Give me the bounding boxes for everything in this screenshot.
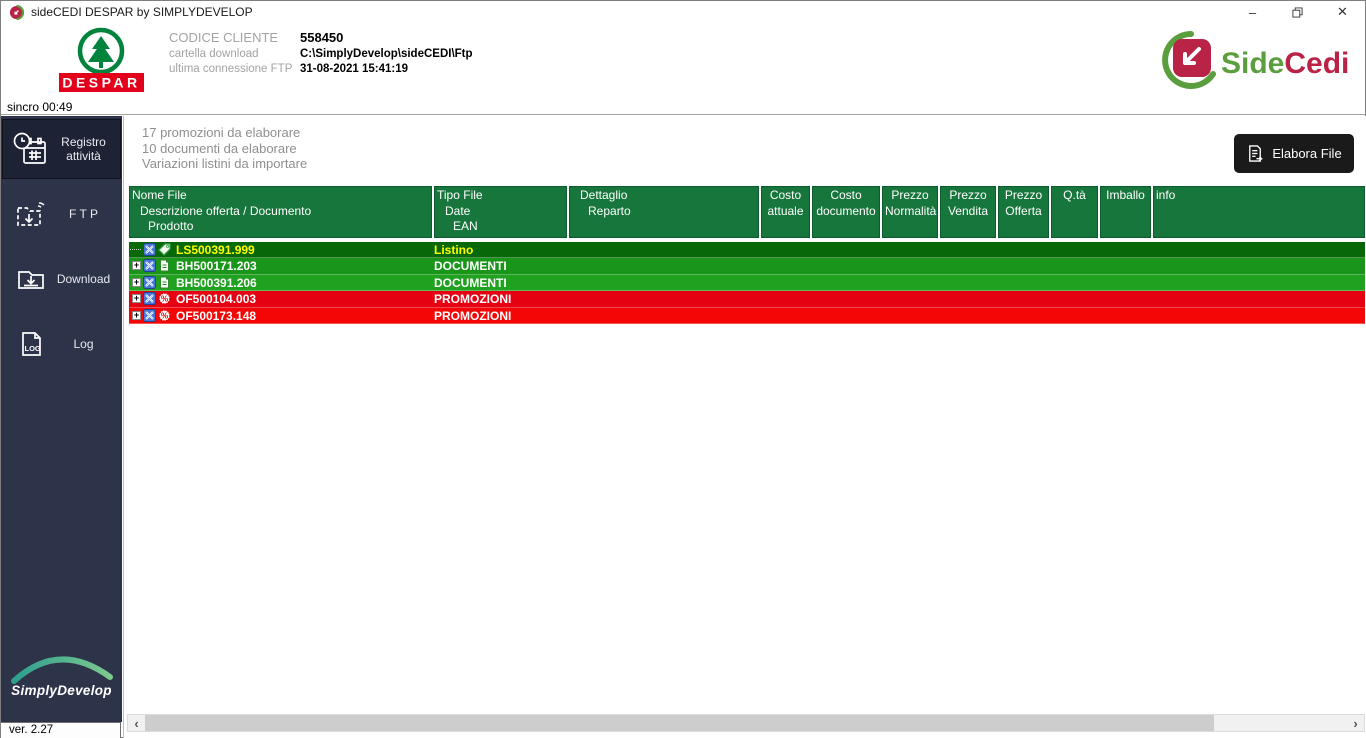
expand-icon[interactable]: + — [132, 309, 141, 320]
despar-logo: DESPAR — [59, 27, 144, 92]
table-header-row: Nome File Descrizione offerta / Documento… — [129, 186, 1365, 238]
scroll-right-icon[interactable]: › — [1353, 715, 1358, 731]
column-header-costo-attuale[interactable]: Costo attuale — [761, 186, 810, 238]
sidebar-item-download[interactable]: Download — [3, 250, 120, 308]
svg-text:%: % — [161, 311, 168, 320]
sidebar-item-label: Log — [73, 337, 94, 351]
status-line-documenti: 10 documenti da elaborare — [142, 140, 297, 156]
sidecedi-logo: SideCedi — [1162, 31, 1349, 89]
cartella-download-label: cartella download — [169, 48, 259, 60]
file-name[interactable]: OF500173.148 — [176, 308, 257, 323]
simplydevelop-text: SimplyDevelop — [11, 683, 112, 698]
x-mark-icon[interactable] — [143, 308, 156, 325]
client-info-block: CODICE CLIENTE 558450 cartella download … — [169, 30, 473, 78]
sidebar: Registro attività F T P Download LOG Log — [1, 116, 122, 722]
sincro-timer: sincro 00:49 — [7, 100, 73, 114]
column-header-nome-file-descrizione-offerta-documento-prodotto[interactable]: Nome File Descrizione offerta / Documento… — [129, 186, 432, 238]
version-label: ver. 2.27 — [1, 722, 121, 738]
app-icon — [9, 4, 24, 20]
despar-wordmark: DESPAR — [62, 75, 140, 91]
elabora-file-label: Elabora File — [1272, 146, 1342, 161]
sidebar-item-log[interactable]: LOG Log — [3, 315, 120, 373]
file-type: DOCUMENTI — [434, 259, 507, 274]
expand-icon[interactable]: + — [132, 260, 141, 271]
window-controls: – ✕ — [1230, 1, 1365, 23]
column-header-imballo[interactable]: Imballo — [1100, 186, 1151, 238]
sidebar-item-label: Download — [56, 272, 111, 286]
registry-activity-icon — [13, 132, 46, 164]
elabora-file-button[interactable]: Elabora File — [1234, 134, 1354, 173]
table-row[interactable]: + BH500391.206 DOCUMENTI — [129, 274, 1365, 292]
sidebar-item-registro-attivita[interactable]: Registro attività — [3, 120, 120, 178]
x-mark-icon[interactable] — [143, 275, 156, 292]
codice-cliente-value: 558450 — [300, 30, 344, 45]
ultima-connessione-label: ultima connessione FTP — [169, 63, 293, 75]
horizontal-scrollbar[interactable]: ‹ › — [127, 714, 1365, 732]
log-file-icon: LOG — [22, 332, 41, 356]
expand-icon[interactable]: + — [132, 276, 141, 287]
percent-badge-icon: % — [158, 309, 171, 325]
file-type: Listino — [434, 243, 474, 257]
sidecedi-side-text: Side — [1221, 47, 1284, 80]
file-type: DOCUMENTI — [434, 275, 507, 290]
file-type: PROMOZIONI — [434, 292, 512, 307]
expand-icon[interactable]: + — [132, 293, 141, 304]
status-lines: 17 promozioni da elaborare 10 documenti … — [142, 125, 307, 172]
file-name[interactable]: OF500104.003 — [176, 292, 257, 307]
column-header-prezzo-vendita[interactable]: Prezzo Vendita — [940, 186, 996, 238]
table-row[interactable]: +% OF500104.003 PROMOZIONI — [129, 291, 1365, 308]
document-icon — [158, 259, 171, 275]
x-mark-icon[interactable] — [143, 292, 156, 308]
main-panel: 17 promozioni da elaborare 10 documenti … — [123, 116, 1366, 738]
column-header-costo-documento[interactable]: Costo documento — [812, 186, 880, 238]
tree-connector — [130, 249, 141, 250]
download-folder-icon — [18, 271, 44, 289]
price-tag-icon — [158, 243, 171, 259]
table-body: LS500391.999 Listino + BH500171.203 DOCUMENT… — [129, 242, 1365, 324]
svg-text:LOG: LOG — [25, 344, 41, 353]
column-header-prezzo-offerta[interactable]: Prezzo Offerta — [998, 186, 1049, 238]
document-icon — [158, 276, 171, 292]
codice-cliente-label: CODICE CLIENTE — [169, 30, 279, 45]
status-line-variazioni: Variazioni listini da importare — [142, 156, 308, 171]
window-title: sideCEDI DESPAR by SIMPLYDEVELOP — [31, 5, 253, 19]
file-name[interactable]: BH500171.203 — [176, 259, 257, 274]
close-icon[interactable]: ✕ — [1337, 4, 1348, 19]
simplydevelop-logo: SimplyDevelop — [5, 648, 118, 698]
table-row[interactable]: LS500391.999 Listino — [129, 242, 1365, 259]
title-bar: sideCEDI DESPAR by SIMPLYDEVELOP – ✕ — [1, 1, 1365, 23]
percent-badge-icon: % — [158, 292, 171, 308]
status-line-promozioni: 17 promozioni da elaborare — [142, 125, 301, 140]
sidebar-item-label: Registro attività — [61, 135, 106, 163]
x-mark-icon[interactable] — [143, 259, 156, 275]
ftp-folder-icon — [17, 202, 45, 226]
header-divider — [1, 114, 1365, 115]
file-name[interactable]: BH500391.206 — [176, 275, 257, 290]
files-table: Nome File Descrizione offerta / Documento… — [129, 186, 1365, 324]
scrollbar-thumb[interactable] — [145, 715, 1214, 731]
file-type: PROMOZIONI — [434, 308, 512, 323]
svg-text:%: % — [161, 295, 168, 304]
column-header-info[interactable]: info — [1153, 186, 1365, 238]
process-file-icon — [1249, 145, 1264, 162]
minimize-icon[interactable]: – — [1248, 4, 1257, 20]
sidebar-item-label: F T P — [69, 207, 98, 221]
svg-text:SideCedi: SideCedi — [1221, 47, 1349, 80]
column-header-tipo-file-date-ean[interactable]: Tipo File Date EAN — [434, 186, 567, 238]
restore-icon[interactable] — [1275, 1, 1320, 23]
column-header-q-t[interactable]: Q.tà — [1051, 186, 1098, 238]
header: DESPAR CODICE CLIENTE 558450 cartella do… — [1, 23, 1365, 114]
cartella-download-value: C:\SimplyDevelop\sideCEDI\Ftp — [300, 48, 473, 60]
table-row[interactable]: +% OF500173.148 PROMOZIONI — [129, 307, 1365, 325]
table-row[interactable]: + BH500171.203 DOCUMENTI — [129, 258, 1365, 275]
sidecedi-cedi-text: Cedi — [1284, 47, 1349, 80]
x-mark-icon[interactable] — [143, 243, 156, 259]
sidebar-item-ftp[interactable]: F T P — [3, 185, 120, 243]
ultima-connessione-value: 31-08-2021 15:41:19 — [300, 63, 409, 75]
column-header-prezzo-normalit[interactable]: Prezzo Normalità — [882, 186, 938, 238]
column-header-dettaglio-reparto[interactable]: Dettaglio Reparto — [569, 186, 759, 238]
simplydevelop-arc — [10, 656, 113, 684]
scroll-left-icon[interactable]: ‹ — [134, 715, 139, 731]
file-name[interactable]: LS500391.999 — [176, 243, 255, 257]
